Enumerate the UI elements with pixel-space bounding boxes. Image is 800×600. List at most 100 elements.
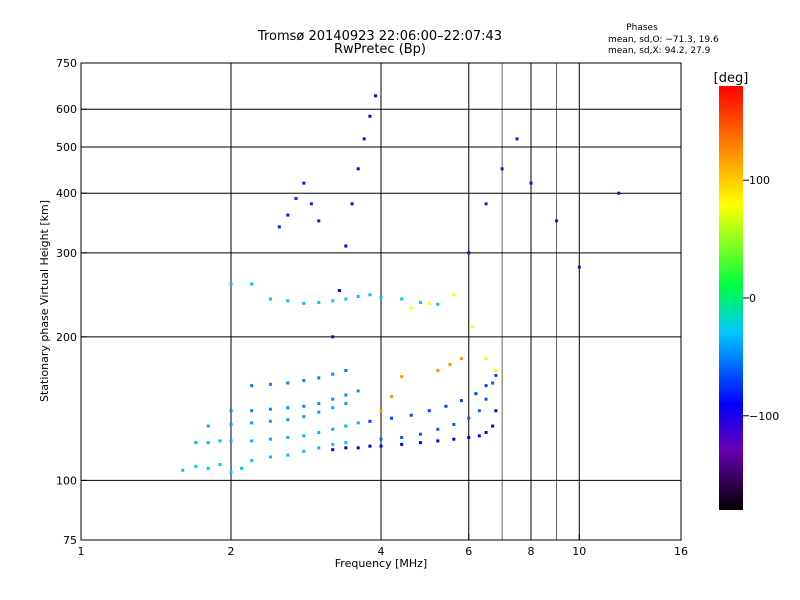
- data-point: [515, 137, 519, 141]
- data-point: [286, 453, 290, 457]
- data-point: [356, 421, 360, 425]
- data-point: [302, 404, 306, 408]
- data-point: [459, 399, 463, 403]
- data-point: [331, 299, 335, 303]
- data-point: [344, 401, 348, 405]
- data-point: [250, 439, 254, 443]
- data-point: [317, 410, 321, 414]
- data-point: [277, 225, 281, 229]
- y-tick-label: 750: [56, 57, 77, 70]
- data-point: [194, 441, 198, 445]
- data-point: [337, 289, 341, 293]
- data-point: [418, 301, 422, 305]
- data-point: [436, 427, 440, 431]
- data-point: [427, 409, 431, 413]
- data-point: [409, 306, 413, 310]
- data-point: [250, 409, 254, 413]
- data-point: [400, 436, 404, 440]
- data-point: [344, 446, 348, 450]
- x-tick-label: 6: [465, 545, 472, 558]
- data-point: [317, 431, 321, 435]
- data-points: [181, 94, 621, 474]
- chart-subtitle: RwPretec (Bp): [334, 42, 426, 57]
- data-point: [229, 470, 233, 474]
- data-point: [379, 295, 383, 299]
- axis-ticks: 1 2 4 6 8 10 16 75 100 200 300 400 500 600 750: [56, 57, 688, 558]
- data-point: [470, 325, 474, 329]
- data-point: [250, 459, 254, 463]
- data-point: [181, 468, 185, 472]
- data-point: [484, 202, 488, 206]
- data-point: [331, 448, 335, 452]
- data-point: [286, 418, 290, 422]
- data-point: [344, 244, 348, 248]
- data-point: [467, 436, 471, 440]
- data-point: [390, 416, 394, 420]
- data-point: [344, 393, 348, 397]
- data-point: [286, 436, 290, 440]
- data-point: [491, 424, 495, 428]
- y-tick-label: 300: [56, 247, 77, 260]
- y-tick-label: 100: [56, 474, 77, 487]
- x-tick-label: 8: [528, 545, 535, 558]
- colorbar-tick-label: 0: [749, 292, 756, 305]
- data-point: [617, 191, 621, 195]
- y-tick-label: 500: [56, 141, 77, 154]
- data-point: [400, 297, 404, 301]
- data-point: [452, 422, 456, 426]
- x-tick-label: 16: [674, 545, 688, 558]
- y-tick-label: 600: [56, 103, 77, 116]
- data-point: [317, 446, 321, 450]
- data-point: [368, 114, 372, 118]
- data-point: [494, 368, 498, 372]
- data-point: [362, 137, 366, 141]
- data-point: [379, 444, 383, 448]
- data-point: [268, 437, 272, 441]
- data-point: [286, 213, 290, 217]
- data-point: [286, 381, 290, 385]
- data-point: [379, 437, 383, 441]
- data-point: [368, 419, 372, 423]
- chart-title: Tromsø 20140923 22:06:00–22:07:43: [257, 29, 502, 44]
- data-point: [302, 434, 306, 438]
- data-point: [331, 442, 335, 446]
- data-point: [206, 441, 210, 445]
- data-point: [331, 406, 335, 410]
- data-point: [302, 449, 306, 453]
- x-tick-label: 2: [228, 545, 235, 558]
- data-point: [491, 381, 495, 385]
- data-point: [331, 397, 335, 401]
- data-point: [250, 282, 254, 286]
- data-point: [368, 444, 372, 448]
- data-point: [554, 219, 558, 223]
- data-point: [400, 375, 404, 379]
- data-point: [444, 404, 448, 408]
- x-tick-label: 4: [378, 545, 385, 558]
- data-point: [331, 335, 335, 339]
- data-point: [350, 202, 354, 206]
- data-point: [317, 301, 321, 305]
- data-point: [302, 378, 306, 382]
- colorbar-tick-label: −100: [749, 410, 779, 423]
- data-point: [477, 409, 481, 413]
- data-point: [427, 301, 431, 305]
- data-point: [218, 439, 222, 443]
- data-point: [467, 251, 471, 255]
- colorbar-ticks: 100 0 −100: [743, 174, 779, 423]
- data-point: [206, 466, 210, 470]
- data-point: [477, 434, 481, 438]
- data-point: [218, 462, 222, 466]
- data-point: [317, 401, 321, 405]
- data-point: [250, 421, 254, 425]
- data-point: [484, 357, 488, 361]
- data-point: [302, 301, 306, 305]
- data-point: [484, 384, 488, 388]
- data-point: [356, 294, 360, 298]
- data-point: [400, 442, 404, 446]
- data-point: [409, 413, 413, 417]
- data-point: [500, 167, 504, 171]
- data-point: [294, 196, 298, 200]
- x-axis-label: Frequency [MHz]: [335, 557, 427, 570]
- data-point: [390, 394, 394, 398]
- data-point: [356, 446, 360, 450]
